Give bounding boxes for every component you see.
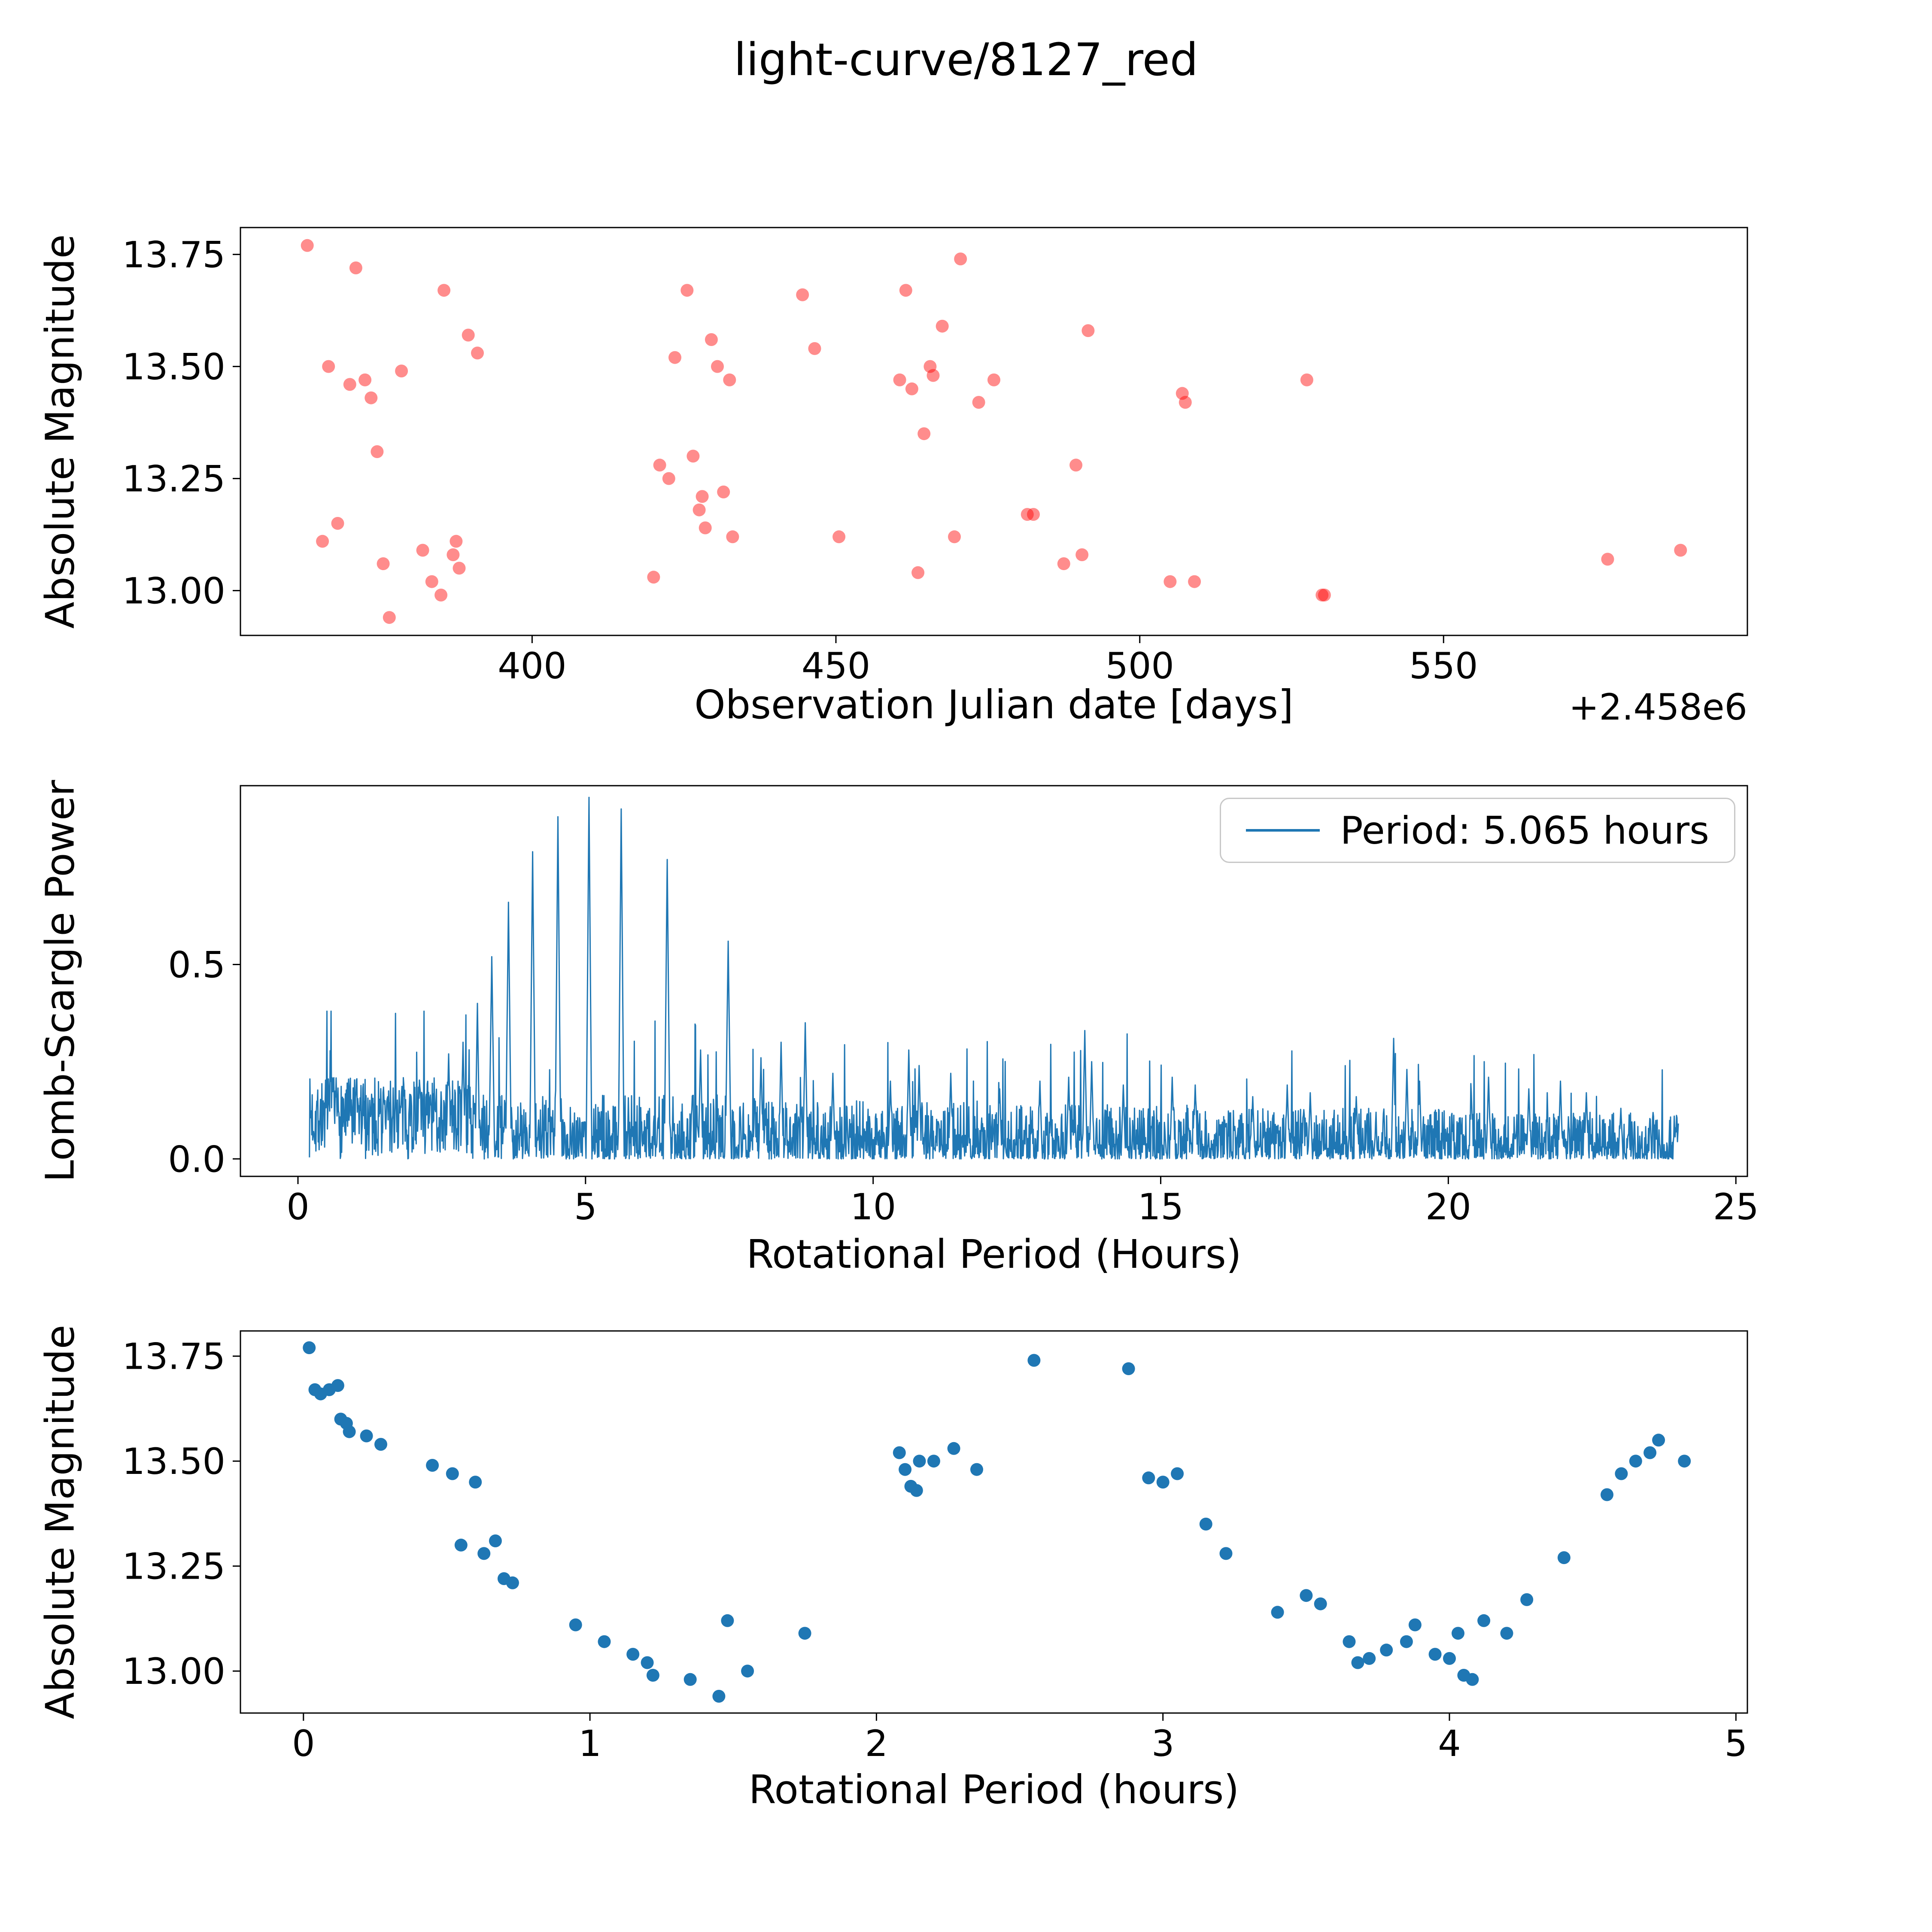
axis-ticks: 0 1 2 3 4 5 13.00 13.25 13.50 13.75 — [122, 1336, 1748, 1765]
x-tick-label: 5 — [1725, 1722, 1747, 1765]
jd-scatter-plot: 400 450 500 550 13.00 13.25 13.50 13.75 — [122, 227, 1748, 687]
x-tick-label: 5 — [574, 1186, 597, 1228]
y-tick-label: 0.5 — [168, 944, 225, 986]
legend-label: Period: 5.065 hours — [1340, 808, 1709, 853]
x-tick-label: 20 — [1425, 1186, 1471, 1228]
x-tick-label: 3 — [1151, 1722, 1174, 1765]
periodogram-ylabel: Lomb-Scargle Power — [37, 780, 83, 1182]
x-tick-label: 10 — [850, 1186, 896, 1228]
jd-ylabel: Absolute Magnitude — [37, 234, 83, 629]
y-tick-label: 13.00 — [122, 1650, 225, 1692]
axes-frame — [240, 785, 1748, 1177]
x-tick-label: 2 — [865, 1722, 888, 1765]
phase-ylabel: Absolute Magnitude — [37, 1324, 83, 1719]
legend-line-sample — [1245, 829, 1320, 832]
axis-ticks: 400 450 500 550 13.00 13.25 13.50 13.75 — [122, 234, 1478, 687]
axes-frame — [240, 1330, 1748, 1714]
x-tick-label: 25 — [1713, 1186, 1759, 1228]
x-tick-label: 0 — [286, 1186, 309, 1228]
x-tick-label: 400 — [498, 645, 566, 687]
axes-frame — [240, 227, 1748, 636]
x-tick-label: 1 — [578, 1722, 601, 1765]
y-tick-label: 13.75 — [122, 234, 225, 276]
periodogram-line — [309, 796, 1679, 1160]
x-tick-label: 0 — [292, 1722, 315, 1765]
figure-title: light-curve/8127_red — [734, 33, 1198, 86]
x-tick-label: 550 — [1409, 645, 1478, 687]
x-tick-label: 450 — [802, 645, 870, 687]
phase-xlabel: Rotational Period (hours) — [748, 1767, 1239, 1813]
x-tick-label: 4 — [1438, 1722, 1461, 1765]
y-tick-label: 13.75 — [122, 1336, 225, 1378]
y-tick-label: 13.50 — [122, 346, 225, 388]
scatter-points — [303, 1341, 1691, 1703]
x-tick-label: 500 — [1106, 645, 1174, 687]
axis-ticks: 0 5 10 15 20 25 0.0 0.5 — [168, 944, 1759, 1228]
phase-folded-plot: 0 1 2 3 4 5 13.00 13.25 13.50 13.75 — [122, 1330, 1748, 1765]
y-tick-label: 13.50 — [122, 1440, 225, 1482]
y-tick-label: 13.25 — [122, 1546, 225, 1588]
scatter-points — [301, 239, 1687, 624]
x-tick-label: 15 — [1138, 1186, 1184, 1228]
jd-xlabel: Observation Julian date [days] — [694, 682, 1294, 728]
y-tick-label: 13.25 — [122, 458, 225, 500]
periodogram-plot: 0 5 10 15 20 25 0.0 0.5 — [168, 785, 1759, 1228]
periodogram-xlabel: Rotational Period (Hours) — [746, 1231, 1242, 1277]
periodogram-legend: Period: 5.065 hours — [1219, 798, 1735, 863]
y-tick-label: 0.0 — [168, 1138, 225, 1180]
y-tick-label: 13.00 — [122, 570, 225, 612]
jd-axis-offset-text: +2.458e6 — [1569, 686, 1747, 728]
